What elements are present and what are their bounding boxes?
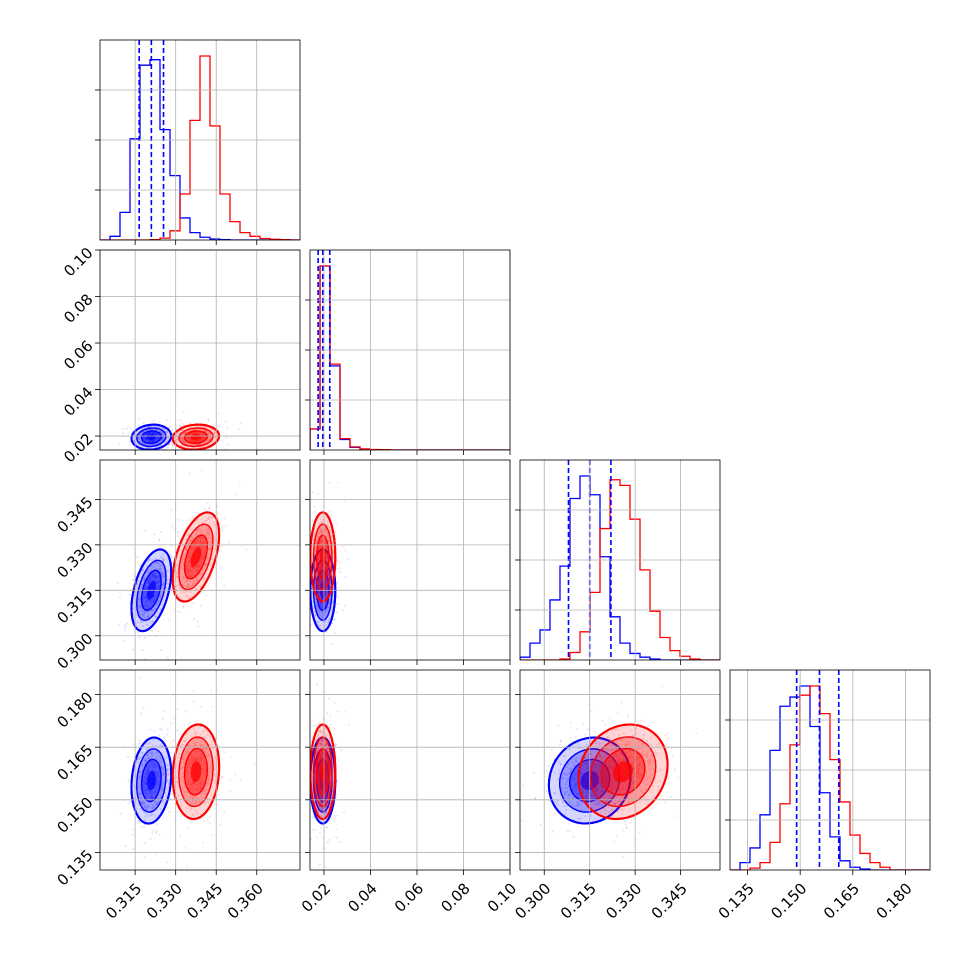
panel-2-1 — [305, 459, 511, 665]
contours-series-0 — [130, 736, 173, 825]
x-tick-label: 0.360 — [224, 880, 267, 923]
y-tick-label: 0.06 — [60, 337, 96, 373]
x-tick-label: 0.180 — [873, 880, 916, 923]
histogram-series-1 — [310, 265, 510, 450]
panel-3-2 — [515, 669, 721, 875]
y-tick-label: 0.300 — [53, 630, 96, 673]
x-tick-label: 0.02 — [298, 880, 334, 916]
y-tick-label: 0.150 — [53, 794, 96, 837]
panel-frame — [519, 669, 721, 871]
y-tick-label: 0.10 — [60, 244, 96, 280]
panel-frame — [99, 249, 301, 451]
panel-2-0 — [95, 459, 301, 665]
panel-3-1 — [305, 669, 511, 875]
y-tick-label: 0.04 — [60, 383, 96, 419]
contours-series-1 — [577, 723, 669, 821]
panel-frame — [99, 459, 301, 661]
histogram-series-0 — [520, 475, 720, 660]
histogram-series-0 — [100, 59, 300, 240]
y-tick-label: 0.135 — [53, 846, 96, 889]
panel-frame — [309, 249, 511, 451]
x-tick-label: 0.330 — [143, 880, 186, 923]
x-tick-label: 0.165 — [820, 880, 863, 923]
x-tick-label: 0.300 — [511, 880, 554, 923]
panel-1-1 — [305, 249, 511, 455]
x-tick-label: 0.345 — [648, 880, 691, 923]
x-tick-label: 0.315 — [557, 880, 600, 923]
x-tick-label: 0.04 — [344, 880, 380, 916]
histogram-series-1 — [730, 685, 930, 870]
x-tick-label: 0.330 — [602, 880, 645, 923]
y-tick-label: 0.08 — [60, 290, 96, 326]
contours-series-1 — [171, 723, 221, 821]
histogram-series-1 — [520, 479, 720, 660]
panel-2-2 — [515, 459, 721, 665]
x-tick-label: 0.315 — [102, 880, 145, 923]
x-tick-label: 0.06 — [391, 880, 427, 916]
panel-frame — [309, 459, 511, 661]
x-tick-label: 0.150 — [767, 880, 810, 923]
x-tick-label: 0.345 — [183, 880, 226, 923]
y-tick-label: 0.330 — [53, 539, 96, 582]
panel-3-0 — [95, 669, 301, 875]
contours-series-1 — [171, 511, 221, 603]
y-tick-label: 0.345 — [53, 493, 96, 536]
contours-series-0 — [130, 423, 173, 450]
panel-0-0 — [95, 39, 301, 245]
y-tick-label: 0.02 — [60, 430, 96, 466]
x-tick-label: 0.08 — [437, 880, 473, 916]
panel-3-3 — [725, 669, 931, 875]
panel-frame — [99, 669, 301, 871]
panel-frame — [99, 39, 301, 241]
contours-series-1 — [310, 723, 337, 821]
panel-frame — [519, 459, 721, 661]
panel-frame — [729, 669, 931, 871]
y-tick-label: 0.180 — [53, 688, 96, 731]
contours-series-1 — [171, 423, 221, 450]
y-tick-label: 0.315 — [53, 584, 96, 627]
panel-1-0 — [95, 249, 301, 455]
contours-series-1 — [310, 511, 337, 603]
y-tick-label: 0.165 — [53, 741, 96, 784]
x-tick-label: 0.135 — [715, 880, 758, 923]
panel-frame — [309, 669, 511, 871]
